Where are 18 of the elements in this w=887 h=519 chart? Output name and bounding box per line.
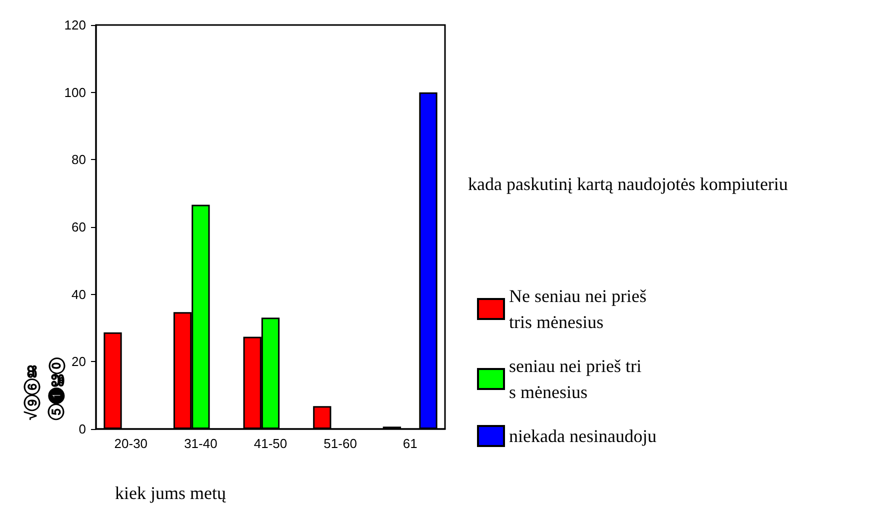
x-tick-label: 31-40 — [184, 436, 218, 451]
legend-title: kada paskutinį kartą naudojotės kompiuteriu — [468, 174, 788, 194]
x-tick-label: 41-50 — [254, 436, 288, 451]
y-tick-label: 20 — [72, 354, 86, 370]
y-tick-label: 60 — [72, 220, 86, 234]
x-tick-label: 61 — [402, 436, 418, 451]
x-axis-title: kiek jums metų — [115, 483, 227, 503]
legend-label: Ne seniau nei prieš tris mėnesius — [509, 286, 646, 332]
y-tick-label: 80 — [72, 152, 86, 168]
legend-label: niekada nesinaudoju — [509, 426, 656, 446]
y-tick-label: 120 — [64, 18, 86, 32]
x-tick-label: 51-60 — [324, 436, 357, 451]
x-tick-label: 20-30 — [114, 436, 148, 451]
y-tick-label: 40 — [72, 286, 86, 302]
legend-label: seniau nei prieš tri s mėnesius — [509, 356, 642, 402]
y-tick-label: 100 — [64, 84, 86, 100]
y-tick-label: 0 — [78, 422, 86, 436]
y-axis-title: √⑨⑥ജ ⑤❶ൠ⓪ — [24, 357, 66, 421]
